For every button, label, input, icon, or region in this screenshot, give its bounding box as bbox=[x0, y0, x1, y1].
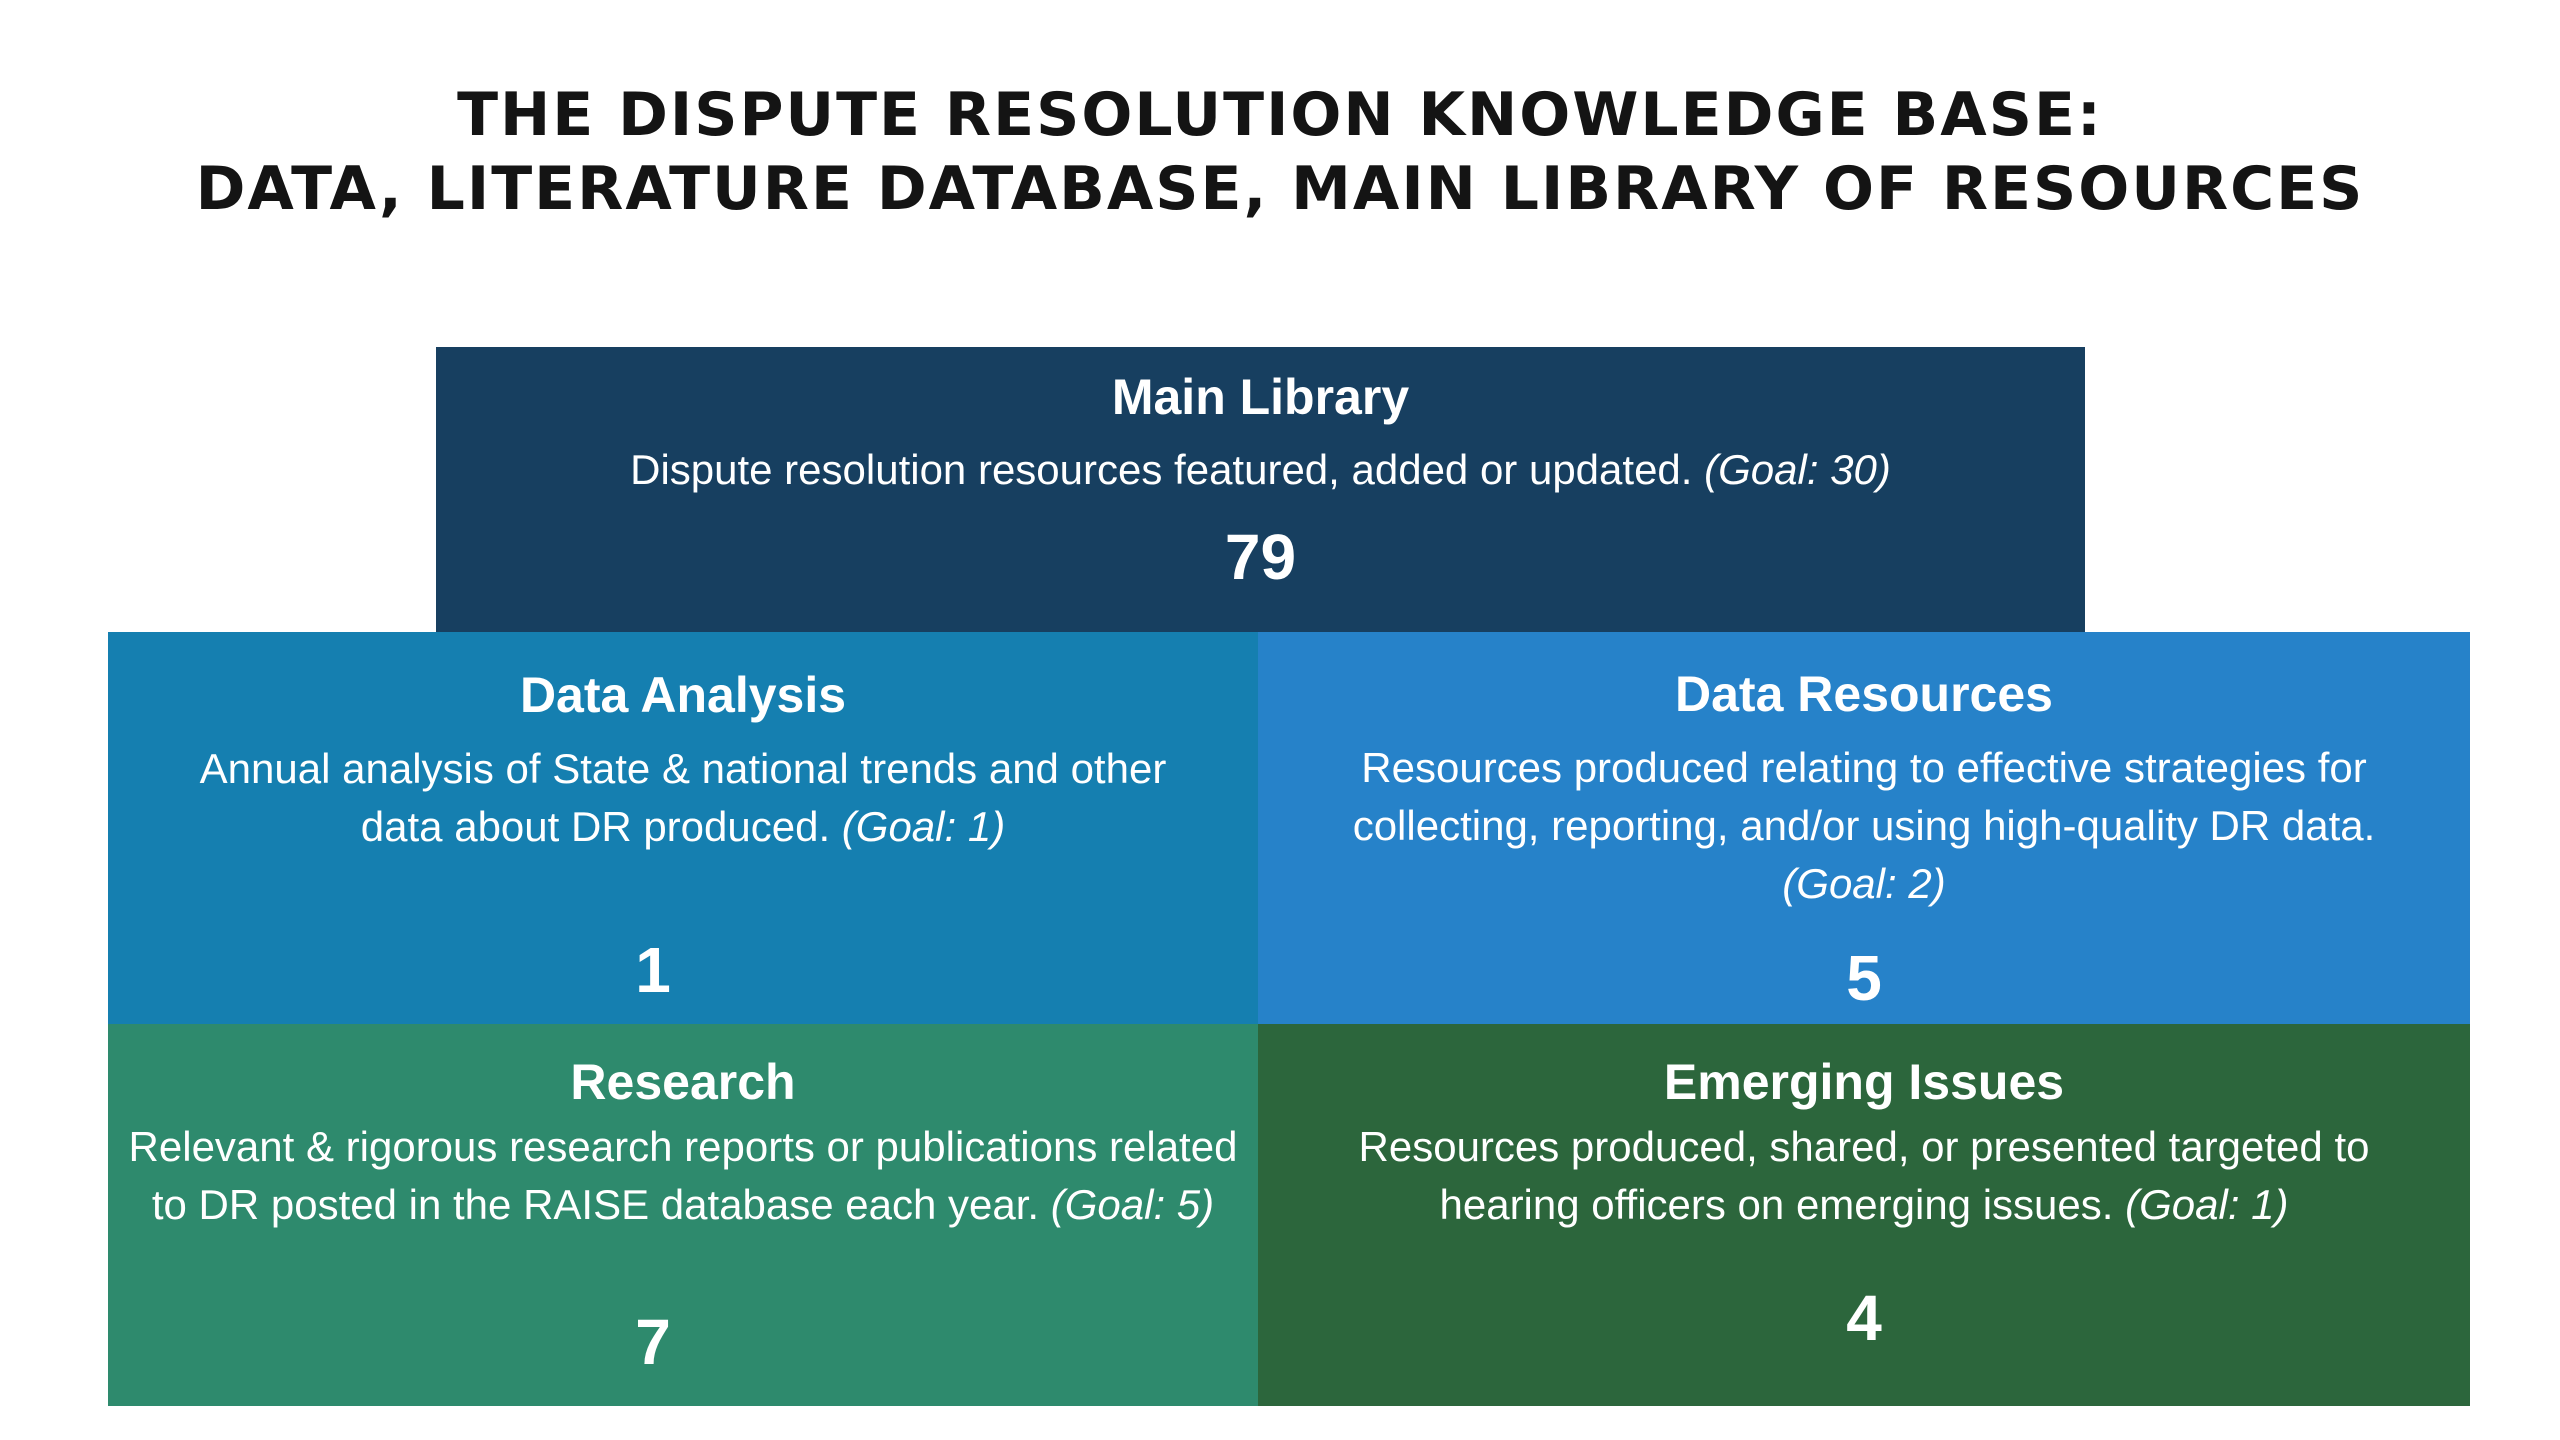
research-box: Research Relevant & rigorous research re… bbox=[108, 1024, 1258, 1406]
data-analysis-description-text: Annual analysis of State & national tren… bbox=[199, 745, 1167, 850]
emerging-issues-goal: (Goal: 1) bbox=[2125, 1181, 2289, 1228]
main-library-description: Dispute resolution resources featured, a… bbox=[436, 441, 2085, 499]
research-goal: (Goal: 5) bbox=[1050, 1181, 1215, 1228]
main-library-goal: (Goal: 30) bbox=[1704, 446, 1891, 493]
data-resources-goal: (Goal: 2) bbox=[1782, 860, 1946, 907]
emerging-issues-heading: Emerging Issues bbox=[1663, 1054, 2065, 1110]
title-line-2: DATA, LITERATURE DATABASE, MAIN LIBRARY … bbox=[195, 154, 2365, 224]
data-resources-box: Data Resources Resources produced relati… bbox=[1258, 632, 2470, 1024]
main-library-heading: Main Library bbox=[1111, 369, 1410, 425]
research-description-text: Relevant & rigorous research reports or … bbox=[128, 1123, 1238, 1228]
emerging-issues-value: 4 bbox=[1846, 1282, 1882, 1354]
data-analysis-description: Annual analysis of State & national tren… bbox=[108, 740, 1258, 856]
title-line-1: THE DISPUTE RESOLUTION KNOWLEDGE BASE: bbox=[457, 80, 2103, 150]
data-analysis-heading: Data Analysis bbox=[519, 667, 847, 723]
page-title: THE DISPUTE RESOLUTION KNOWLEDGE BASE: D… bbox=[0, 78, 2560, 226]
data-analysis-box: Data Analysis Annual analysis of State &… bbox=[108, 632, 1258, 1024]
emerging-issues-description: Resources produced, shared, or presented… bbox=[1258, 1118, 2470, 1234]
main-library-box: Main Library Dispute resolution resource… bbox=[436, 347, 2085, 634]
research-value: 7 bbox=[635, 1306, 671, 1378]
data-analysis-goal: (Goal: 1) bbox=[841, 803, 1006, 850]
emerging-issues-description-text: Resources produced, shared, or presented… bbox=[1358, 1123, 2370, 1228]
emerging-issues-box: Emerging Issues Resources produced, shar… bbox=[1258, 1024, 2470, 1406]
data-resources-description-text: Resources produced relating to effective… bbox=[1352, 744, 2376, 849]
data-resources-value: 5 bbox=[1846, 942, 1882, 1014]
data-resources-heading: Data Resources bbox=[1675, 666, 2053, 722]
research-description: Relevant & rigorous research reports or … bbox=[108, 1118, 1258, 1234]
data-analysis-value: 1 bbox=[635, 934, 671, 1006]
data-resources-description: Resources produced relating to effective… bbox=[1258, 739, 2470, 913]
research-heading: Research bbox=[570, 1054, 796, 1110]
main-library-description-text: Dispute resolution resources featured, a… bbox=[630, 446, 1693, 493]
main-library-value: 79 bbox=[1224, 521, 1297, 593]
